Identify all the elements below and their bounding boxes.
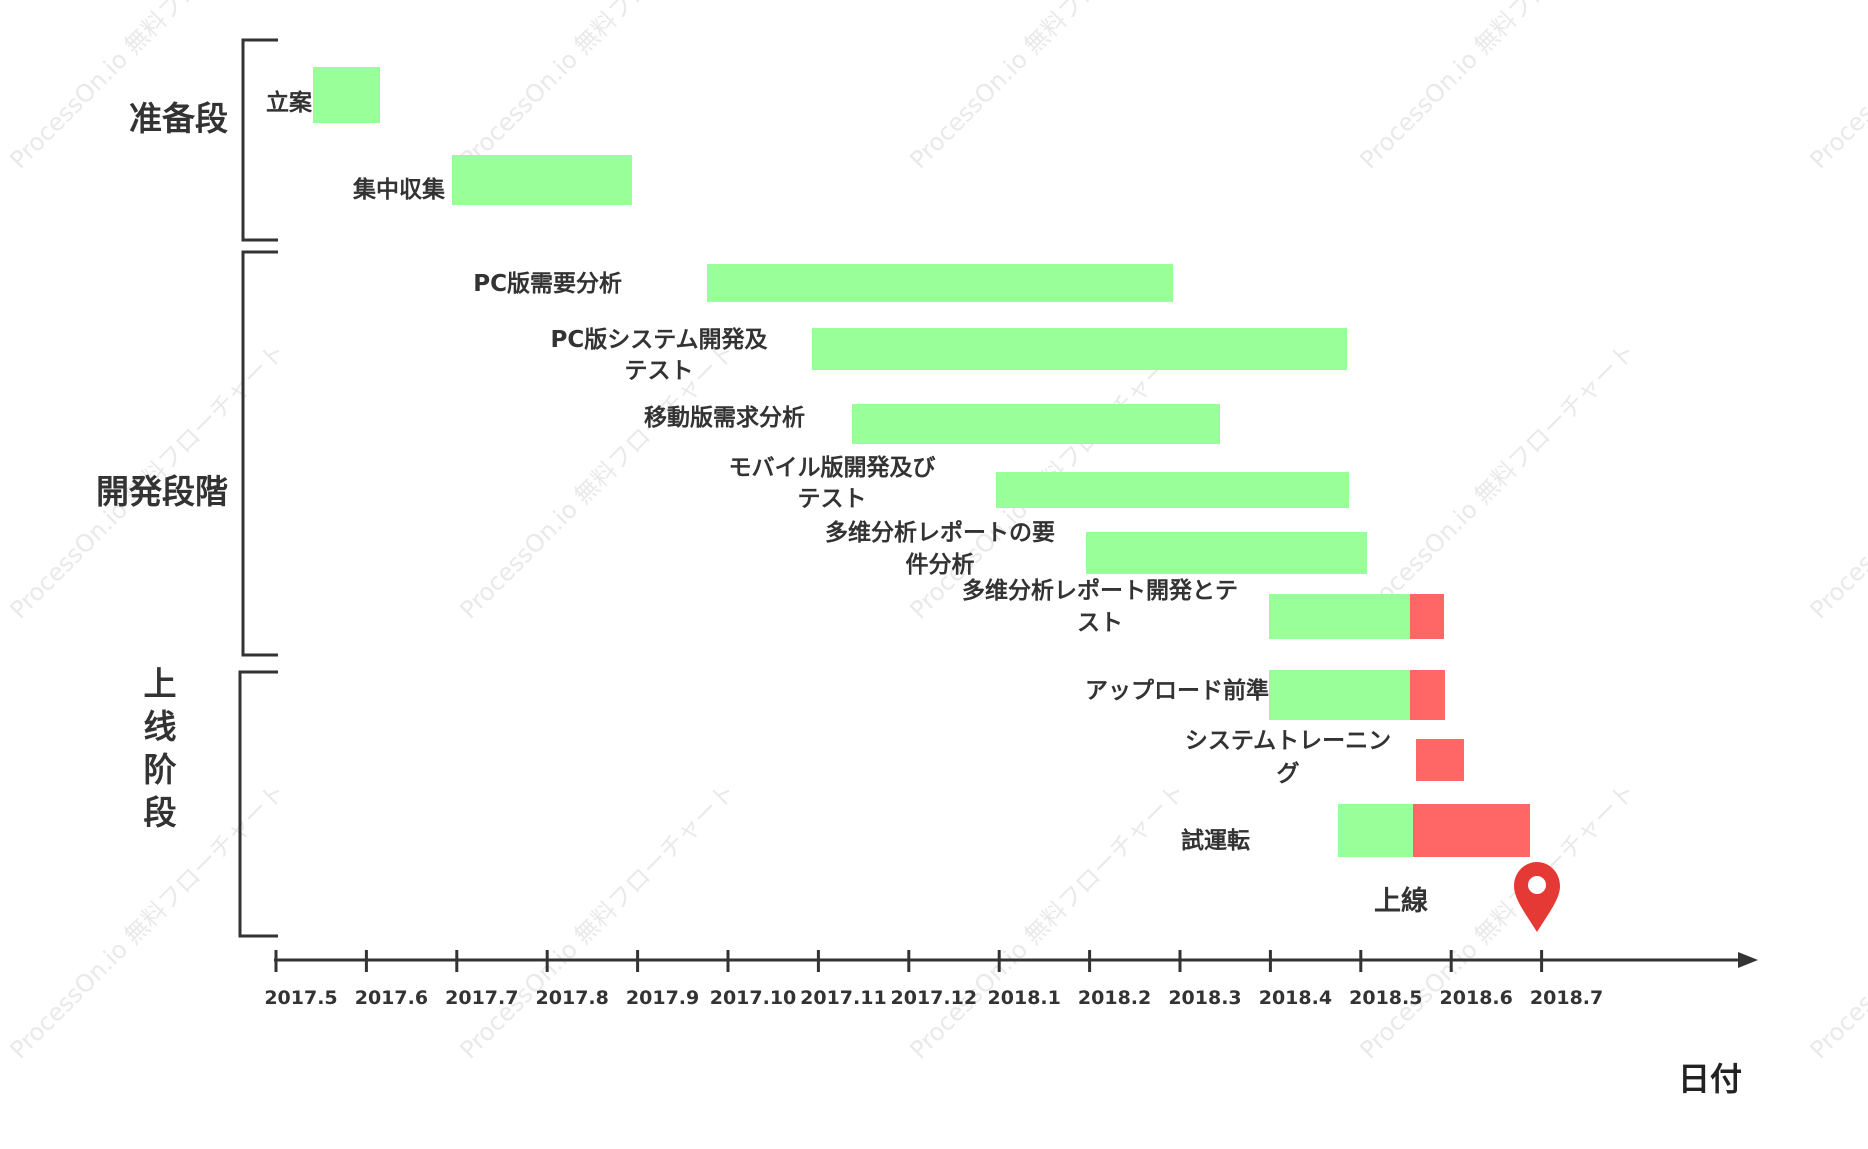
task-label: 立案 — [266, 89, 313, 116]
x-axis-title: 日付 — [1678, 1060, 1742, 1098]
task-bar-done — [852, 404, 1220, 444]
task-bar-done — [707, 264, 1173, 302]
task-bar-done — [1086, 532, 1367, 574]
watermark-text: ProcessOn.io 無料フローチャート — [454, 0, 741, 174]
phase-bracket-prep — [241, 38, 278, 242]
task-label: PC版システム開発及 — [550, 326, 767, 353]
task-label: 件分析 — [906, 552, 975, 578]
task-bar-done — [452, 155, 632, 205]
task-bar-remaining — [1410, 670, 1445, 720]
x-tick-label: 2017.10 — [710, 987, 797, 1009]
x-tick-label: 2017.5 — [264, 987, 337, 1009]
task-label: グ — [1277, 760, 1300, 787]
watermark-text: ProcessOn.io 無料フローチャート — [4, 0, 291, 174]
x-tick-label: 2017.12 — [891, 987, 978, 1009]
phase-label-launch: 上线阶段 — [144, 664, 177, 832]
task-bar-remaining — [1416, 739, 1464, 781]
task-label: 多维分析レポートの要 — [825, 519, 1055, 546]
x-tick-label: 2018.4 — [1259, 987, 1332, 1009]
task-label: システムトレーニン — [1185, 728, 1391, 754]
task-bar-done — [1338, 804, 1413, 857]
task-labels: 立案集中収集PC版需要分析PC版システム開発及テスト移動版需求分析モバイル版開発… — [266, 89, 1391, 854]
watermark-text: ProcessOn.io 無料フローチャート — [1354, 337, 1641, 624]
x-tick-label: 2017.9 — [626, 987, 699, 1009]
x-axis-ticks: 2017.5 2017.6 2017.7 2017.8 2017.9 2017.10 201… — [264, 950, 1603, 1009]
x-tick-label: 2018.1 — [988, 987, 1061, 1009]
x-tick-label: 2017.11 — [800, 987, 887, 1009]
phase-label-dev: 開発段階 — [96, 472, 228, 511]
x-axis-arrowhead — [1738, 952, 1758, 968]
milestone-label: 上線 — [1374, 885, 1428, 917]
task-bar-done — [812, 328, 1347, 370]
x-tick-label: 2018.5 — [1349, 987, 1422, 1009]
x-tick-label: 2017.6 — [355, 987, 428, 1009]
task-label: スト — [1077, 610, 1123, 636]
task-label: 試運転 — [1181, 827, 1250, 854]
x-tick-label: 2018.3 — [1168, 987, 1241, 1009]
task-bar-remaining — [1413, 804, 1530, 857]
phase-bracket-dev — [241, 250, 278, 657]
task-label: 集中収集 — [352, 176, 446, 203]
task-label: モバイル版開発及び — [729, 454, 936, 481]
task-label: PC版需要分析 — [473, 270, 622, 297]
location-pin-icon — [1514, 862, 1560, 932]
watermark-text: ProcessOn.io 無料フローチャート — [1804, 0, 1868, 174]
phase-label-prep: 准备段 — [129, 99, 228, 138]
x-tick-label: 2017.8 — [536, 987, 609, 1009]
x-tick-label: 2017.7 — [445, 987, 518, 1009]
task-label: アップロード前準 — [1085, 677, 1269, 704]
phase-bracket-launch — [238, 670, 278, 938]
task-bar-remaining — [1410, 594, 1444, 639]
task-label: テスト — [798, 486, 867, 512]
x-tick-label: 2018.7 — [1530, 987, 1603, 1009]
task-bar-done — [996, 472, 1349, 508]
x-tick-label: 2018.6 — [1440, 987, 1513, 1009]
x-tick-label: 2018.2 — [1078, 987, 1151, 1009]
x-axis: 2017.5 2017.6 2017.7 2017.8 2017.9 2017.10 201… — [264, 950, 1758, 1009]
task-bar-done — [1269, 594, 1410, 639]
watermark-text: ProcessOn.io 無料フローチャート — [454, 337, 741, 624]
task-bar-done — [1269, 670, 1410, 720]
watermark-text: ProcessOn.io 無料フローチャート — [904, 0, 1191, 174]
task-bars — [313, 67, 1530, 857]
watermark-text: ProcessOn.io 無料フローチャート — [1804, 337, 1868, 624]
watermark-text: ProcessOn.io 無料フローチャート — [454, 777, 741, 1064]
task-label: 移動版需求分析 — [644, 404, 805, 431]
milestone: 上線 — [1374, 862, 1560, 932]
task-label: テスト — [625, 358, 694, 384]
task-bar-done — [313, 67, 380, 123]
task-label: 多维分析レポート開発とテ — [962, 577, 1238, 604]
watermark-text: ProcessOn.io 無料フローチャート — [904, 777, 1191, 1064]
watermark-text: ProcessOn.io 無料フローチャート — [1804, 777, 1868, 1064]
watermark-text: ProcessOn.io 無料フローチャート — [1354, 0, 1641, 174]
